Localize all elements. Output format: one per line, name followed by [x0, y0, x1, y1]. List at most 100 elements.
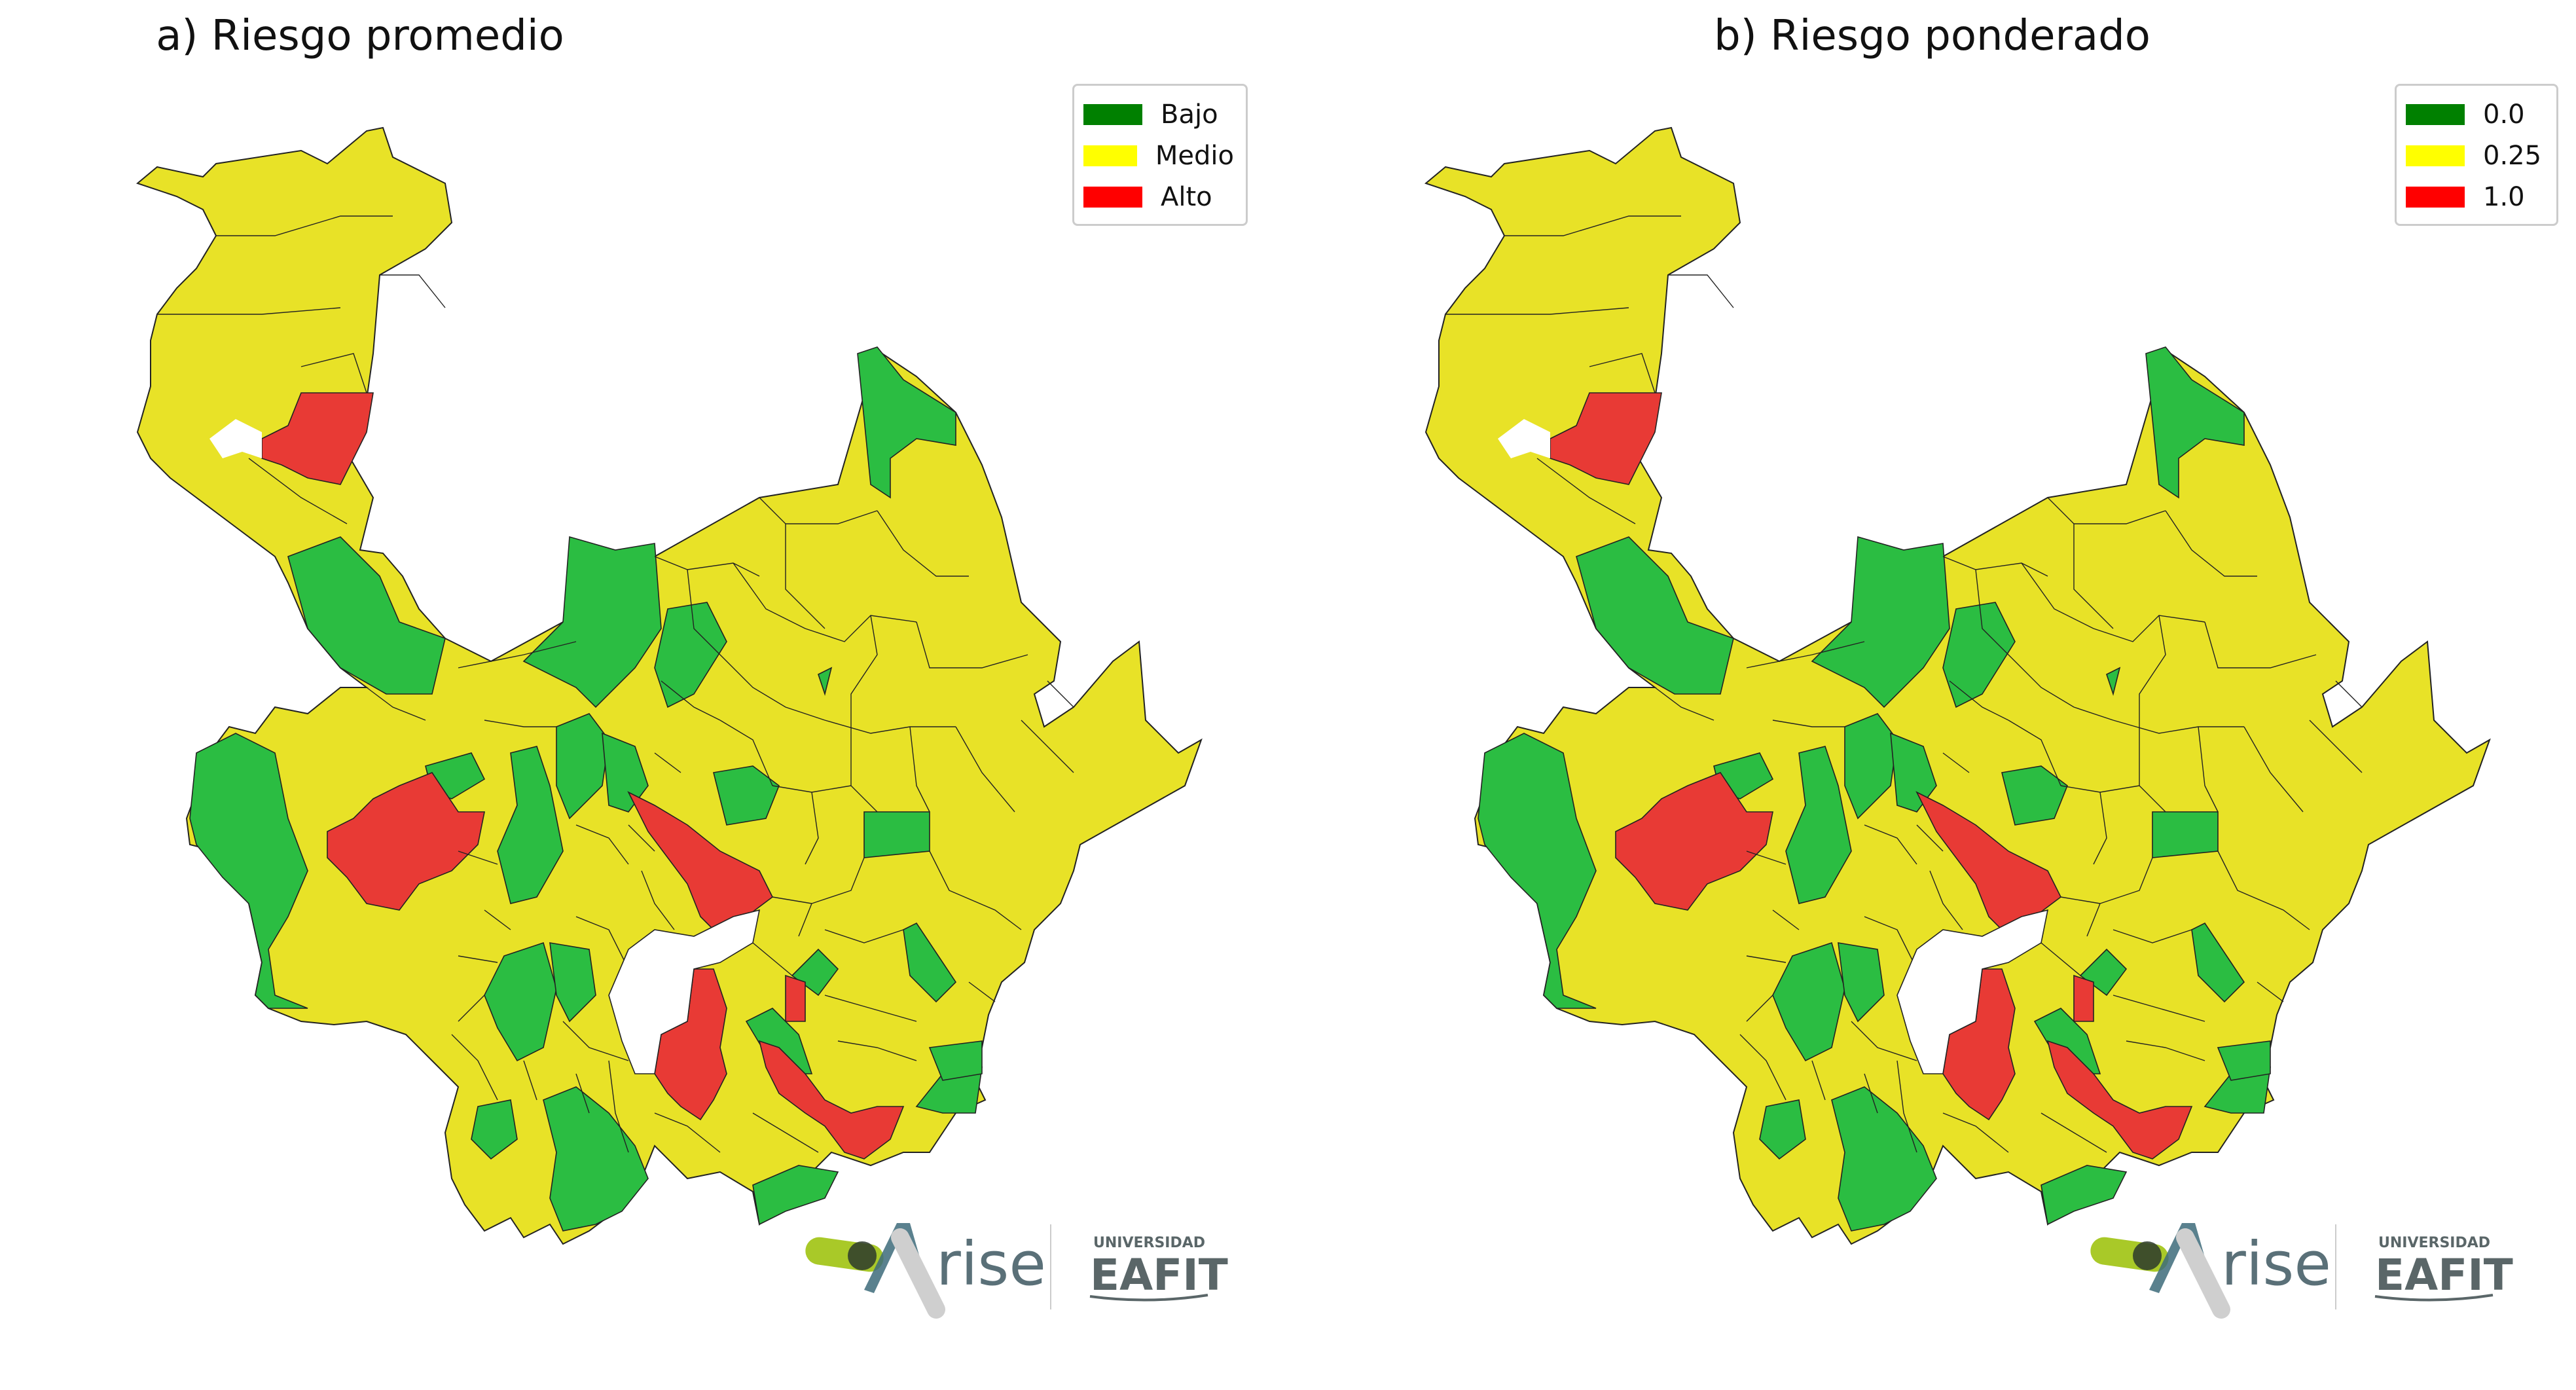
municipality-border	[248, 458, 348, 524]
antioquia-risk-map	[136, 126, 1203, 1245]
municipality-border	[1851, 1021, 1917, 1061]
municipality-border	[1896, 1060, 1917, 1153]
municipality-border	[628, 824, 655, 852]
map-panel-b: b) Riesgo ponderado 0.0 0.25 1.0 rise UN…	[1288, 0, 2576, 1390]
rise-logo: rise UNIVERSIDAD EAFIT	[805, 1223, 1228, 1319]
municipality-border	[157, 307, 341, 315]
panel-title: b) Riesgo ponderado	[1714, 12, 2150, 60]
municipality-border	[2139, 615, 2166, 733]
legend-label-low: Bajo	[1161, 99, 1218, 130]
municipality-border	[2093, 615, 2205, 642]
map-hole	[1896, 909, 2049, 1074]
municipality-border	[654, 556, 760, 577]
municipality-low-risk	[713, 765, 780, 826]
municipality-low-risk	[522, 536, 662, 708]
municipality-low-risk	[654, 602, 727, 708]
municipality-border	[752, 1112, 819, 1153]
municipality-low-risk	[497, 746, 564, 904]
legend: Bajo Medio Alto	[1072, 84, 1248, 226]
municipality-border	[2204, 621, 2317, 668]
legend: 0.0 0.25 1.0	[2395, 84, 2558, 226]
municipality-low-risk	[287, 536, 446, 695]
municipality-border	[786, 510, 878, 524]
municipality-high-risk	[785, 974, 806, 1022]
municipality-border	[1746, 641, 1865, 668]
coast-water	[209, 419, 262, 458]
coast-water	[1498, 419, 1550, 458]
municipality-border	[366, 687, 426, 721]
antioquia-risk-map	[1424, 126, 2491, 1245]
municipality-high-risk	[2046, 1040, 2193, 1160]
legend-label-high: 1.0	[2483, 181, 2525, 212]
municipality-border	[752, 942, 793, 976]
municipality-border	[2126, 1040, 2205, 1061]
municipality-border	[1746, 995, 1773, 1022]
municipalities	[1424, 126, 2491, 1245]
municipality-border	[772, 896, 812, 904]
municipality-border	[523, 1060, 537, 1101]
rise-logo: rise UNIVERSIDAD EAFIT	[2090, 1223, 2513, 1319]
municipality-high-risk	[2073, 974, 2094, 1022]
legend-item-low: 0.0	[2406, 94, 2545, 135]
municipality-border	[1746, 850, 1787, 865]
municipality-border	[575, 1073, 590, 1114]
legend-item-medium: 0.25	[2406, 135, 2545, 176]
legend-swatch-high	[2406, 186, 2465, 208]
legend-swatch-low	[1083, 103, 1142, 125]
legend-label-high: Alto	[1161, 181, 1212, 212]
municipality-border	[2093, 792, 2107, 865]
municipality-high-risk	[1615, 772, 1773, 911]
municipality-border	[2074, 510, 2166, 524]
municipality-low-risk	[2217, 1040, 2271, 1081]
municipality-low-risk	[1759, 1099, 1806, 1160]
municipality-low-risk	[556, 713, 609, 820]
municipality-border	[458, 995, 485, 1022]
municipality-border	[1504, 215, 1681, 236]
municipality-border	[1942, 752, 1970, 773]
municipality-border	[2041, 942, 2081, 976]
municipality-low-risk	[1844, 713, 1898, 820]
municipality-high-risk	[758, 1040, 905, 1160]
municipality-low-risk	[903, 922, 957, 1003]
legend-swatch-medium	[2406, 145, 2465, 166]
municipality-border	[661, 680, 721, 721]
municipality-border	[2047, 497, 2114, 629]
municipality-border	[759, 497, 825, 629]
municipality-border	[2165, 510, 2257, 577]
municipality-border	[562, 1021, 629, 1061]
municipality-border	[458, 850, 498, 865]
municipality-border	[380, 274, 446, 308]
map-panel-a: a) Riesgo promedio Bajo Medio Alto rise …	[136, 12, 1260, 1342]
municipality-border	[2041, 1112, 2107, 1153]
municipality-border	[1942, 556, 2048, 577]
municipality-border	[1668, 274, 1734, 308]
municipality-border	[1536, 458, 1636, 524]
municipality-low-risk	[2041, 1165, 2128, 1226]
municipality-border	[641, 870, 675, 930]
municipality-low-risk	[549, 942, 596, 1023]
municipality-low-risk	[484, 942, 557, 1062]
municipality-low-risk	[863, 811, 930, 858]
municipality-border	[2243, 726, 2304, 813]
municipality-low-risk	[1811, 536, 1950, 708]
legend-swatch-high	[1083, 186, 1142, 208]
municipality-border	[2335, 680, 2363, 708]
map-hole	[608, 909, 761, 1074]
logos: rise UNIVERSIDAD EAFIT	[802, 1211, 1260, 1342]
municipality-low-risk	[2001, 765, 2068, 826]
logos: rise UNIVERSIDAD EAFIT	[2087, 1211, 2545, 1342]
municipality-border	[654, 1112, 721, 1153]
municipality-border	[1772, 909, 1800, 930]
municipality-low-risk	[2145, 346, 2245, 499]
municipality-border	[733, 562, 806, 629]
municipality-border	[719, 654, 825, 721]
municipality-border	[1746, 955, 1787, 963]
municipality-border	[216, 215, 393, 236]
municipality-border	[1654, 687, 1714, 721]
svg-text:UNIVERSIDAD: UNIVERSIDAD	[1093, 1235, 1205, 1251]
municipality-high-risk	[1550, 392, 1662, 485]
municipality-border	[687, 569, 721, 655]
municipality-border	[1864, 824, 1917, 865]
municipality-border	[2021, 562, 2094, 629]
municipality-border	[654, 752, 681, 773]
